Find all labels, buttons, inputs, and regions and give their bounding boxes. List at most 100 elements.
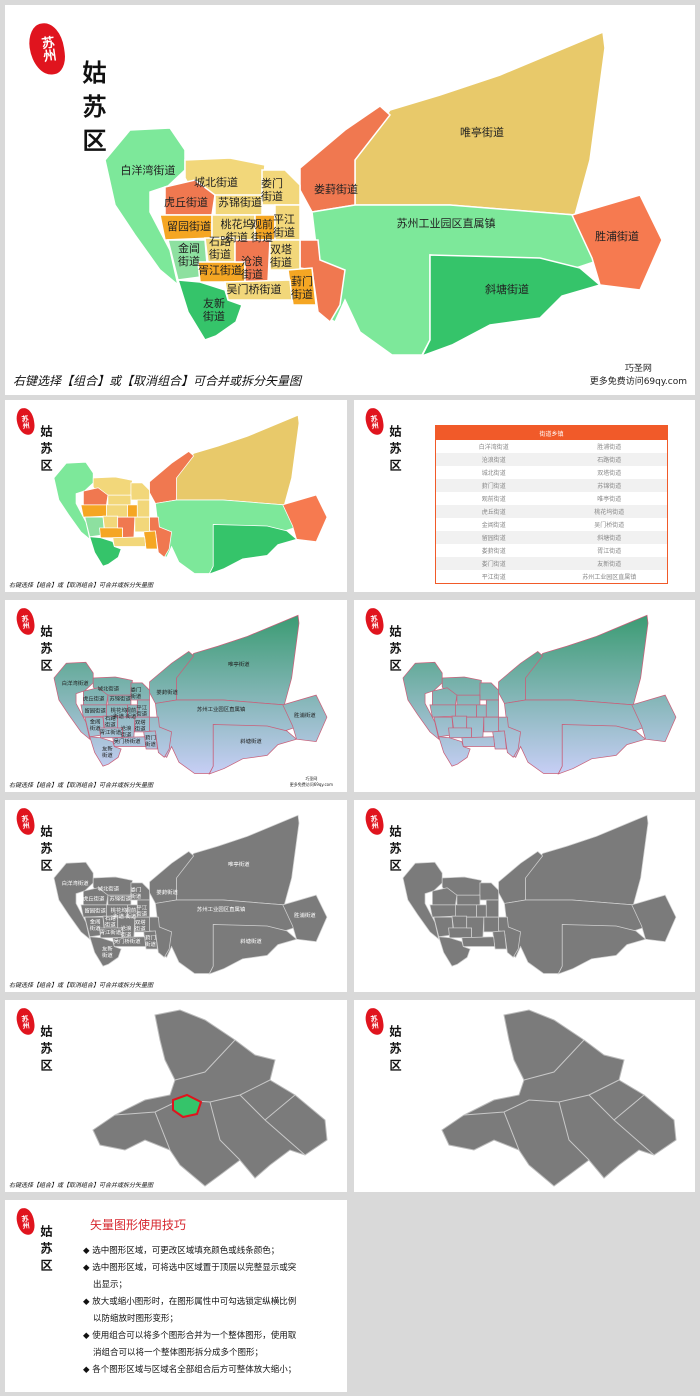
table-row: 娄葑街道 胥江街道 bbox=[436, 544, 668, 557]
label-line: 石路 bbox=[105, 914, 116, 922]
map-svg: 白洋湾街道 城北街道 娄门街道 虎丘街道 苏锦街道 留园街道 桃花坞街道 观前街… bbox=[53, 614, 328, 775]
map-scale bbox=[53, 414, 328, 575]
label-line: 平江 bbox=[136, 704, 147, 711]
tips-list: 选中图形区域，可更改区域填充颜色或线条颜色；选中图形区域，可将选中区域置于顶层以… bbox=[83, 1243, 303, 1379]
label-line: 街道 bbox=[241, 267, 263, 281]
title: 姑苏区 bbox=[388, 1025, 402, 1076]
label-line: 街道 bbox=[135, 724, 146, 732]
region-label: 斜塘街道 bbox=[240, 937, 262, 945]
watermark-url: 更多免费访问69qy.com bbox=[289, 782, 333, 787]
region bbox=[438, 936, 471, 967]
map-svg: 白洋湾街道 城北街道 娄门街道 虎丘街道 苏锦街道 留园街道 桃花坞街道 观前街… bbox=[104, 30, 663, 358]
region-label: 桃花坞街道 bbox=[111, 905, 127, 919]
district-map: 白洋湾街道 城北街道 娄门街道 虎丘街道 苏锦街道 留园街道 桃花坞街道 观前街… bbox=[104, 30, 663, 358]
table-row: 观前街道 唯亭街道 bbox=[436, 492, 668, 505]
label-line: 街道 bbox=[178, 254, 200, 268]
label-line: 街道 bbox=[251, 230, 273, 244]
watermark-name: 巧圣网 bbox=[305, 776, 318, 781]
region-label: 城北街道 bbox=[98, 685, 120, 693]
region bbox=[208, 924, 298, 975]
label-line: 街道 bbox=[105, 720, 116, 728]
region bbox=[479, 682, 499, 701]
region bbox=[451, 915, 468, 929]
region bbox=[483, 716, 499, 733]
region bbox=[53, 461, 94, 541]
label-line: 沧浪 bbox=[121, 723, 132, 731]
region bbox=[557, 924, 647, 975]
region bbox=[104, 127, 186, 287]
region-label: 留园街道 bbox=[84, 706, 106, 714]
table-cell: 苏锦街道 bbox=[551, 479, 668, 492]
region bbox=[461, 736, 496, 747]
region bbox=[631, 694, 677, 743]
region-label: 斜塘街道 bbox=[240, 737, 262, 745]
map-scale bbox=[402, 614, 677, 775]
table-row: 平江街道 苏州工业园区直属镇 bbox=[436, 570, 668, 584]
label-line: 街道 bbox=[145, 940, 156, 948]
region-label: 虎丘街道 bbox=[83, 895, 105, 903]
label-line: 街道 bbox=[270, 255, 292, 269]
label-line: 街道 bbox=[226, 230, 248, 244]
region bbox=[176, 414, 300, 506]
label-line: 街道 bbox=[273, 225, 295, 239]
region-label: 城北街道 bbox=[194, 175, 238, 189]
region bbox=[134, 516, 150, 533]
region bbox=[127, 504, 138, 518]
district-map: 白洋湾街道 城北街道 娄门街道 虎丘街道 苏锦街道 留园街道 桃花坞街道 观前街… bbox=[53, 614, 328, 775]
region-label: 沧浪街道 bbox=[241, 254, 263, 281]
region-label: 吴门桥街道 bbox=[114, 937, 141, 945]
city-outline bbox=[92, 1009, 328, 1187]
region bbox=[631, 894, 677, 943]
table-cell: 留园街道 bbox=[435, 531, 552, 544]
title: 姑苏区 bbox=[388, 825, 402, 876]
table-row: 金阊街道 吴门桥街道 bbox=[436, 518, 668, 531]
region bbox=[438, 736, 471, 767]
label-line: 娄门 bbox=[261, 176, 283, 190]
map-scale: 白洋湾街道 城北街道 娄门街道 虎丘街道 苏锦街道 留园街道 桃花坞街道 观前街… bbox=[53, 614, 328, 775]
table-cell: 娄葑街道 bbox=[481, 548, 506, 555]
region-label: 苏锦街道 bbox=[218, 195, 262, 209]
table-cell: 金阊街道 bbox=[481, 522, 506, 529]
region bbox=[89, 936, 122, 967]
region-label: 娄门街道 bbox=[130, 885, 141, 899]
map-svg: 白洋湾街道 城北街道 娄门街道 虎丘街道 苏锦街道 留园街道 桃花坞街道 观前街… bbox=[53, 814, 328, 975]
region-label: 虎丘街道 bbox=[164, 195, 208, 209]
map-svg bbox=[53, 414, 328, 575]
region bbox=[402, 661, 443, 741]
region bbox=[89, 536, 122, 567]
region-label: 苏州工业园区直属镇 bbox=[197, 905, 246, 913]
table-cell: 斜塘街道 bbox=[551, 531, 668, 544]
panel: 街道乡镇 白洋湾街道 胜浦街道 沧浪街道 石路街道 城北街道 双塔街道 葑门街道 苏锦街道 观前… bbox=[354, 400, 695, 592]
region bbox=[112, 936, 147, 947]
region bbox=[570, 194, 663, 291]
region-label: 娄门街道 bbox=[130, 685, 141, 699]
region-label: 胜浦街道 bbox=[294, 711, 316, 719]
label-line: 街道 bbox=[130, 892, 141, 900]
label-line: 街道 bbox=[135, 924, 146, 932]
region-label: 娄葑街道 bbox=[314, 182, 358, 196]
region bbox=[83, 487, 109, 506]
region bbox=[432, 687, 458, 706]
table-cell: 胜浦街道 bbox=[597, 444, 622, 451]
watermark-url: 更多免费访问69qy.com bbox=[589, 377, 687, 387]
region-label: 金阊街道 bbox=[90, 717, 101, 731]
region-label: 胥江街道 bbox=[100, 928, 122, 936]
district-map bbox=[402, 614, 677, 775]
table-cell: 城北街道 bbox=[481, 470, 506, 477]
table-cell: 桃花坞街道 bbox=[551, 505, 668, 518]
region-label: 留园街道 bbox=[84, 906, 106, 914]
tips-panel: 矢量图形使用技巧 选中图形区域，可更改区域填充颜色或线条颜色；选中图形区域，可将… bbox=[5, 1200, 347, 1392]
region-label: 吴门桥街道 bbox=[114, 737, 141, 745]
region-label: 桃花坞街道 bbox=[221, 217, 254, 244]
label-line: 平江 bbox=[273, 213, 295, 226]
label-line: 街道 bbox=[126, 912, 137, 920]
region bbox=[89, 736, 122, 767]
table-cell: 苏州工业园区直属镇 bbox=[582, 574, 637, 581]
region-label: 娄葑街道 bbox=[156, 888, 178, 896]
region bbox=[461, 936, 496, 947]
table-row: 葑门街道 苏锦街道 bbox=[435, 479, 668, 492]
region bbox=[354, 30, 606, 216]
region bbox=[80, 504, 107, 518]
region bbox=[402, 861, 443, 941]
region-label: 娄门街道 bbox=[261, 176, 283, 203]
